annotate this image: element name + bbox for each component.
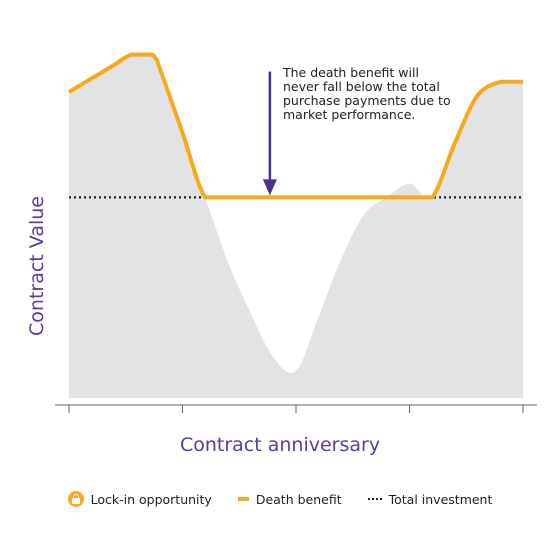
legend-label: Lock-in opportunity bbox=[90, 491, 212, 507]
death-benefit-line bbox=[67, 52, 523, 200]
x-axis-label: Contract anniversary bbox=[179, 434, 381, 456]
legend-item-total-investment: Total investment bbox=[367, 491, 493, 507]
lock-icon bbox=[67, 491, 84, 507]
annotation-line: purchase payments due to bbox=[283, 93, 451, 108]
annotation-arrow-head bbox=[262, 179, 277, 196]
legend-label: Death benefit bbox=[255, 491, 342, 507]
death-benefit-swatch bbox=[237, 497, 249, 501]
annotation-line: market performance. bbox=[283, 107, 416, 122]
annotation-line: never fall below the total bbox=[283, 79, 440, 94]
legend: Lock-in opportunity Death benefit Total … bbox=[0, 491, 560, 507]
legend-item-lock-in: Lock-in opportunity bbox=[67, 491, 212, 507]
annotation-text: The death benefit will never fall below … bbox=[283, 66, 483, 122]
y-axis-label: Contract Value bbox=[26, 196, 48, 336]
x-axis-ticks bbox=[68, 405, 524, 413]
contract-value-area bbox=[69, 53, 523, 398]
legend-label: Total investment bbox=[388, 491, 493, 507]
legend-item-death-benefit: Death benefit bbox=[237, 491, 342, 507]
total-investment-swatch bbox=[367, 498, 382, 500]
annotation-line: The death benefit will bbox=[283, 65, 419, 80]
